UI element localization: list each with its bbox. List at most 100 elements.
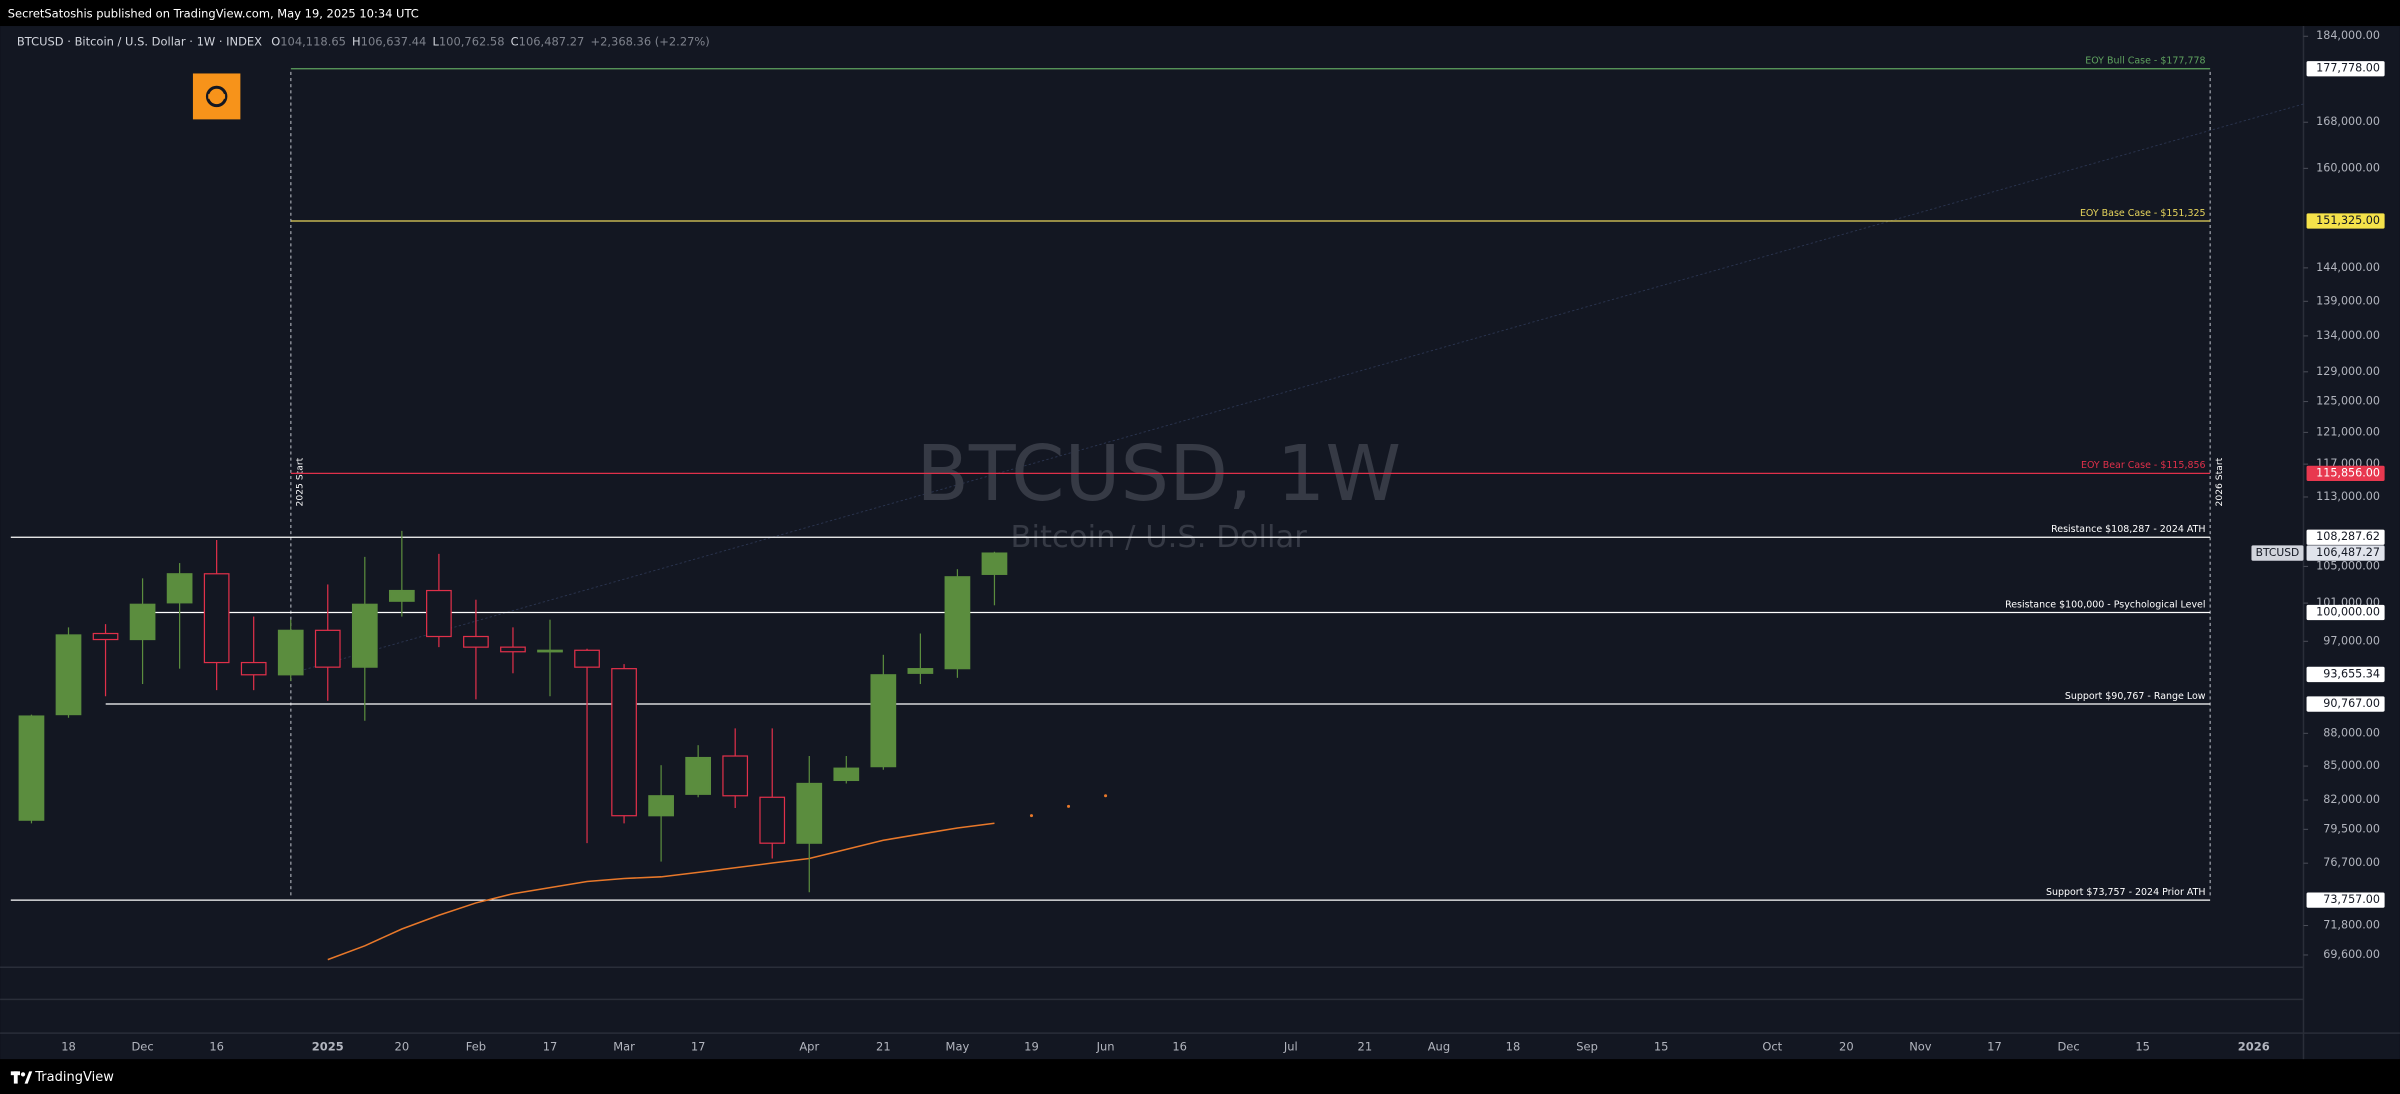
ohlc-value: 100,762.58 [439,34,505,48]
x-tick-label: 16 [209,1039,224,1053]
candle-body [870,674,897,768]
x-tick-label: Feb [466,1039,486,1053]
candle-body [55,634,82,716]
symbol-legend: BTCUSD · Bitcoin / U.S. Dollar · 1W · IN… [17,34,710,48]
x-tick-label: 20 [395,1039,410,1053]
ohlc-key: H [352,34,361,48]
axis-price-box [2306,604,2385,621]
axis-price-label: 151,325.00 [2316,214,2380,227]
logo [192,73,241,120]
x-tick-label: Mar [613,1039,635,1053]
candle-body [351,603,378,668]
moving-average [327,822,995,961]
candle-body [388,589,415,602]
x-tick-label: 20 [1839,1039,1854,1053]
publisher-line: SecretSatoshis published on TradingView.… [8,6,419,20]
axis-price-box [2306,696,2385,712]
projection-point [1066,804,1071,808]
axis-price-box [2306,61,2385,77]
candle-body [685,756,712,795]
x-tick-label: Sep [1576,1039,1598,1053]
axis-price-box [2306,213,2385,229]
x-tick-label: Aug [1428,1039,1450,1053]
logo-glyph [205,85,228,108]
axis-price-label: 115,856.00 [2316,466,2380,479]
date-marker-label: 2025 Start [295,457,306,506]
axis-price-box [2306,666,2385,683]
y-tick-label: 184,000.00 [2316,29,2380,42]
candle-body [463,635,489,648]
price-level-label: EOY Base Case - $151,325 [2080,208,2206,219]
x-tick-label: 15 [2135,1039,2150,1053]
price-level-label: Support $90,767 - Range Low [2065,691,2206,702]
axis-price-label: 177,778.00 [2316,62,2380,75]
logo-mark [13,1071,18,1084]
price-level-label: EOY Bear Case - $115,856 [2081,460,2206,471]
projection-point [1104,794,1108,798]
symbol-name: BTCUSD · Bitcoin / U.S. Dollar · 1W · IN… [17,34,262,48]
x-tick-label: 17 [543,1039,558,1053]
ohlc-value: 104,118.65 [280,34,346,48]
plot-pane: 2025 Start 2026 Start EOY Bull Case - $177… [10,56,2225,961]
y-tick-label: 69,600.00 [2323,948,2380,961]
axis-price-label: 108,287.62 [2316,530,2380,543]
x-tick-label: May [946,1039,970,1053]
ohlc-key: C [511,34,519,48]
y-tick-label: 139,000.00 [2316,294,2380,307]
x-tick-label: Nov [1909,1039,1932,1053]
candle-body [537,649,563,653]
x-tick-label: Jun [1096,1039,1115,1053]
y-tick-label: 144,000.00 [2316,261,2380,274]
symbol-tag: BTCUSD [2256,546,2300,559]
candle-body [166,573,193,604]
candle-body [129,603,156,641]
candle-body [203,573,230,664]
candle-body [426,589,452,638]
axis-price-label: 73,757.00 [2323,893,2380,906]
candle-body [833,767,860,782]
ohlc-value: 106,637.44 [361,34,427,48]
y-tick-label: 79,500.00 [2323,822,2380,835]
y-tick-label: 121,000.00 [2316,425,2380,438]
logo-mark [20,1072,26,1077]
axis-price-label: 93,655.34 [2323,667,2380,680]
candle-body [500,646,526,653]
y-tick-label: 113,000.00 [2316,490,2380,503]
axis-price-label: 106,487.27 [2316,546,2380,559]
date-marker-label: 2026 Start [2214,457,2225,506]
watermark-title: BTCUSD, 1W [916,430,1401,519]
footer-logo [10,1071,33,1084]
candle-body [92,632,119,641]
candle-body [611,668,637,817]
candle-body [240,661,267,676]
axis-price-box [2306,529,2385,545]
y-tick-label: 129,000.00 [2316,365,2380,378]
x-tick-label: Dec [131,1039,153,1053]
y-tick-label: 76,700.00 [2323,856,2380,869]
ohlc-value: 106,487.27 [519,34,585,48]
axis-price-box [2306,545,2385,561]
ohlc-key: L [432,34,439,48]
price-level-label: Resistance $108,287 - 2024 ATH [2051,524,2205,535]
axis-price-box [2306,465,2385,482]
projection-point [1029,814,1034,818]
candle-body [796,782,823,844]
candle-body [907,668,934,674]
x-tick-label: 15 [1654,1039,1669,1053]
candle-body [18,715,45,821]
x-tick-label: Oct [1762,1039,1782,1053]
x-tick-label: 17 [691,1039,706,1053]
y-tick-label: 134,000.00 [2316,329,2380,342]
price-level-label: Resistance $100,000 - Psychological Leve… [2005,599,2205,610]
candle-body [314,629,341,668]
footer-brand: TradingView [34,1070,114,1085]
logo-mark [24,1071,33,1084]
logo-glyph [208,94,226,99]
x-tick-label: 19 [1024,1039,1039,1053]
axis-price-label: 90,767.00 [2323,697,2380,710]
y-tick-label: 168,000.00 [2316,115,2380,128]
candle-body [722,755,749,797]
price-level-label: EOY Bull Case - $177,778 [2085,56,2205,67]
x-tick-label: 2026 [2238,1039,2270,1053]
